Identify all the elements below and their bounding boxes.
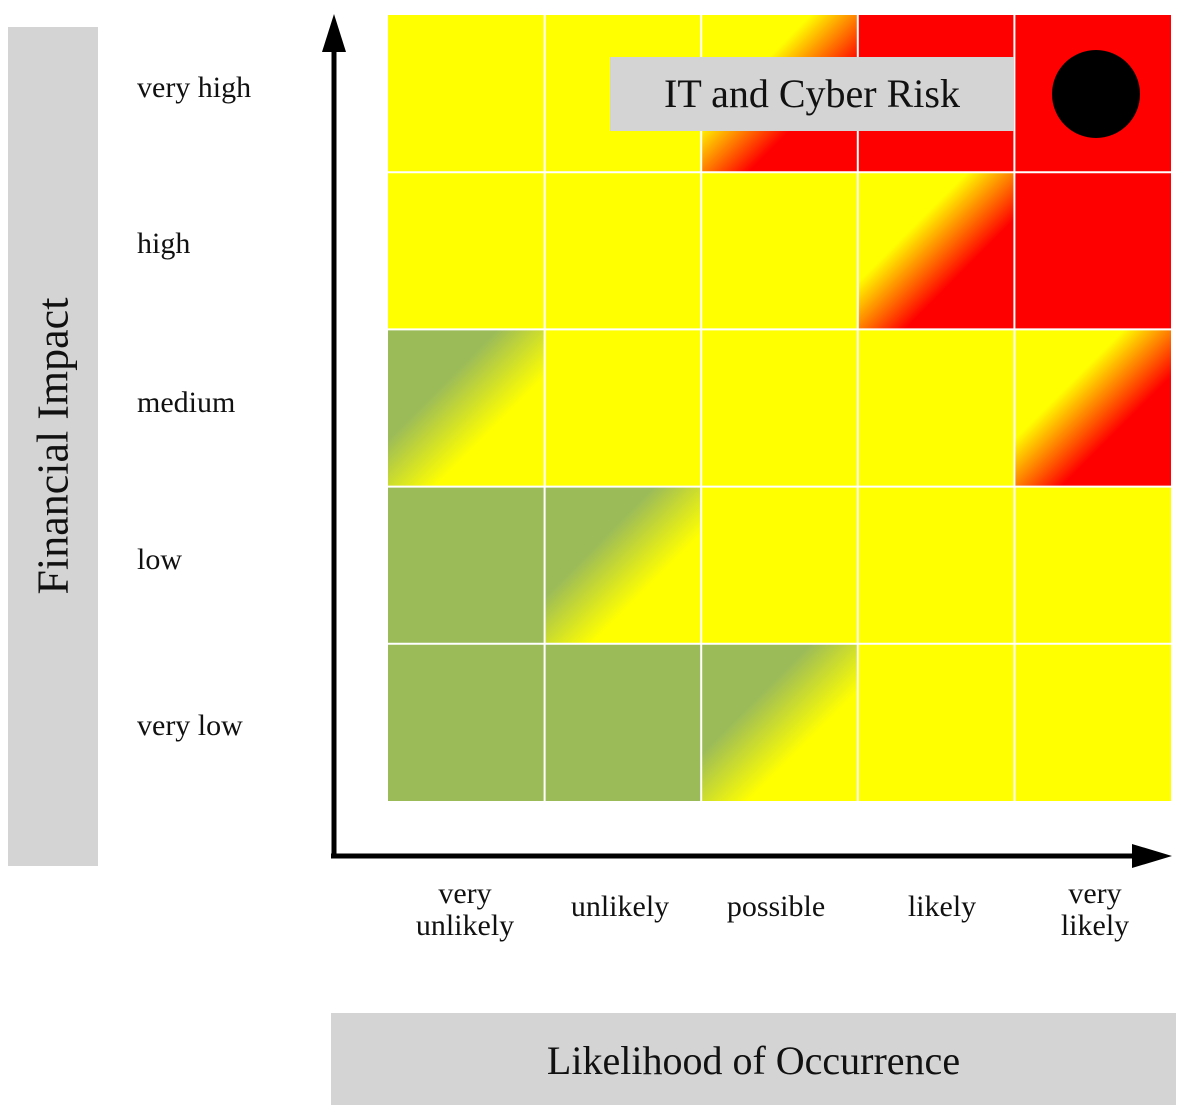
- x-tick-label-very-likely: very likely: [1017, 878, 1173, 941]
- x-tick-label-unlikely: unlikely: [542, 891, 698, 923]
- cell-medium-very-unlikely: [388, 329, 545, 487]
- x-tick-line: very: [438, 877, 492, 910]
- risk-marker-dot: [1052, 50, 1140, 138]
- cell-very-low-very-unlikely: [388, 643, 545, 801]
- cell-high-likely: [857, 172, 1015, 330]
- x-tick-line: unlikely: [415, 908, 515, 942]
- cell-medium-very-likely: [1014, 329, 1171, 487]
- cell-low-likely: [857, 486, 1015, 644]
- x-axis-title: Likelihood of Occurrence: [546, 1038, 961, 1083]
- y-tick-label-low: low: [137, 543, 182, 576]
- x-tick-line: very: [1068, 877, 1122, 910]
- y-tick-label-very-high: very high: [137, 71, 252, 104]
- cell-high-very-likely: [1014, 172, 1171, 330]
- risk-marker-label: IT and Cyber Risk: [610, 57, 1014, 131]
- x-tick-line: likely: [907, 890, 977, 923]
- cell-very-low-unlikely: [544, 643, 702, 801]
- cell-medium-likely: [857, 329, 1015, 487]
- x-tick-label-very-unlikely: very unlikely: [387, 878, 543, 941]
- x-tick-line: unlikely: [570, 890, 670, 923]
- cell-very-low-likely: [857, 643, 1015, 801]
- cell-very-high-very-unlikely: [388, 15, 545, 173]
- x-tick-label-likely: likely: [864, 891, 1020, 923]
- cell-very-low-possible: [701, 643, 858, 801]
- cell-low-very-likely: [1014, 486, 1171, 644]
- cell-high-unlikely: [544, 172, 702, 330]
- y-tick-label-medium: medium: [137, 386, 236, 419]
- cell-high-very-unlikely: [388, 172, 545, 330]
- y-axis-title-box: [8, 27, 98, 866]
- x-axis-arrow-icon: [1132, 844, 1172, 868]
- cell-medium-possible: [701, 329, 858, 487]
- x-tick-line: likely: [1060, 908, 1130, 942]
- x-tick-label-possible: possible: [698, 891, 854, 923]
- cell-very-low-very-likely: [1014, 643, 1171, 801]
- x-tick-line: possible: [726, 890, 826, 923]
- cell-low-unlikely: [544, 486, 702, 644]
- cell-low-very-unlikely: [388, 486, 545, 644]
- x-axis-title-box: Likelihood of Occurrence: [331, 1013, 1176, 1105]
- y-tick-label-very-low: very low: [137, 709, 243, 742]
- cell-medium-unlikely: [544, 329, 702, 487]
- cell-high-possible: [701, 172, 858, 330]
- y-tick-label-high: high: [137, 227, 191, 260]
- y-axis-arrow-icon: [322, 14, 346, 52]
- cell-low-possible: [701, 486, 858, 644]
